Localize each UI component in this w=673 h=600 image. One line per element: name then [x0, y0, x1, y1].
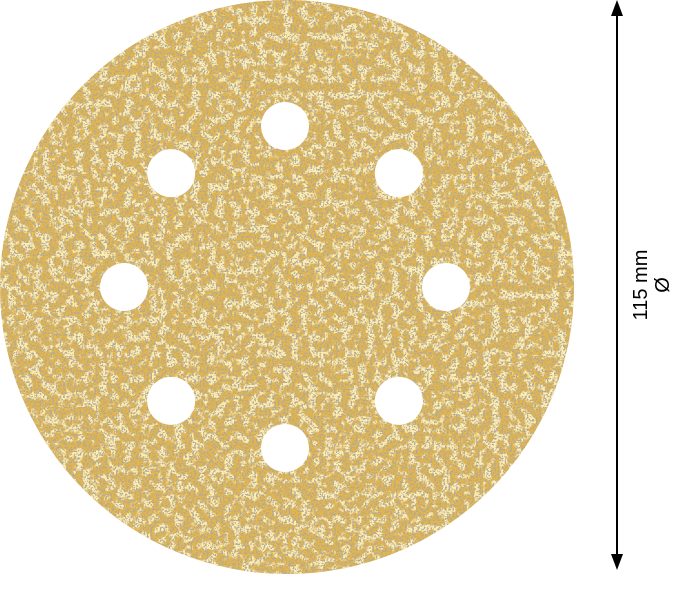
diameter-label: 115 mm Ø	[630, 250, 673, 321]
arrow-up-icon	[611, 0, 623, 16]
arrow-down-icon	[611, 554, 623, 570]
diameter-symbol: Ø	[652, 277, 673, 293]
diameter-value: 115 mm	[630, 249, 652, 321]
diameter-dimension-line	[611, 0, 623, 570]
abrasive-disc	[0, 0, 574, 574]
